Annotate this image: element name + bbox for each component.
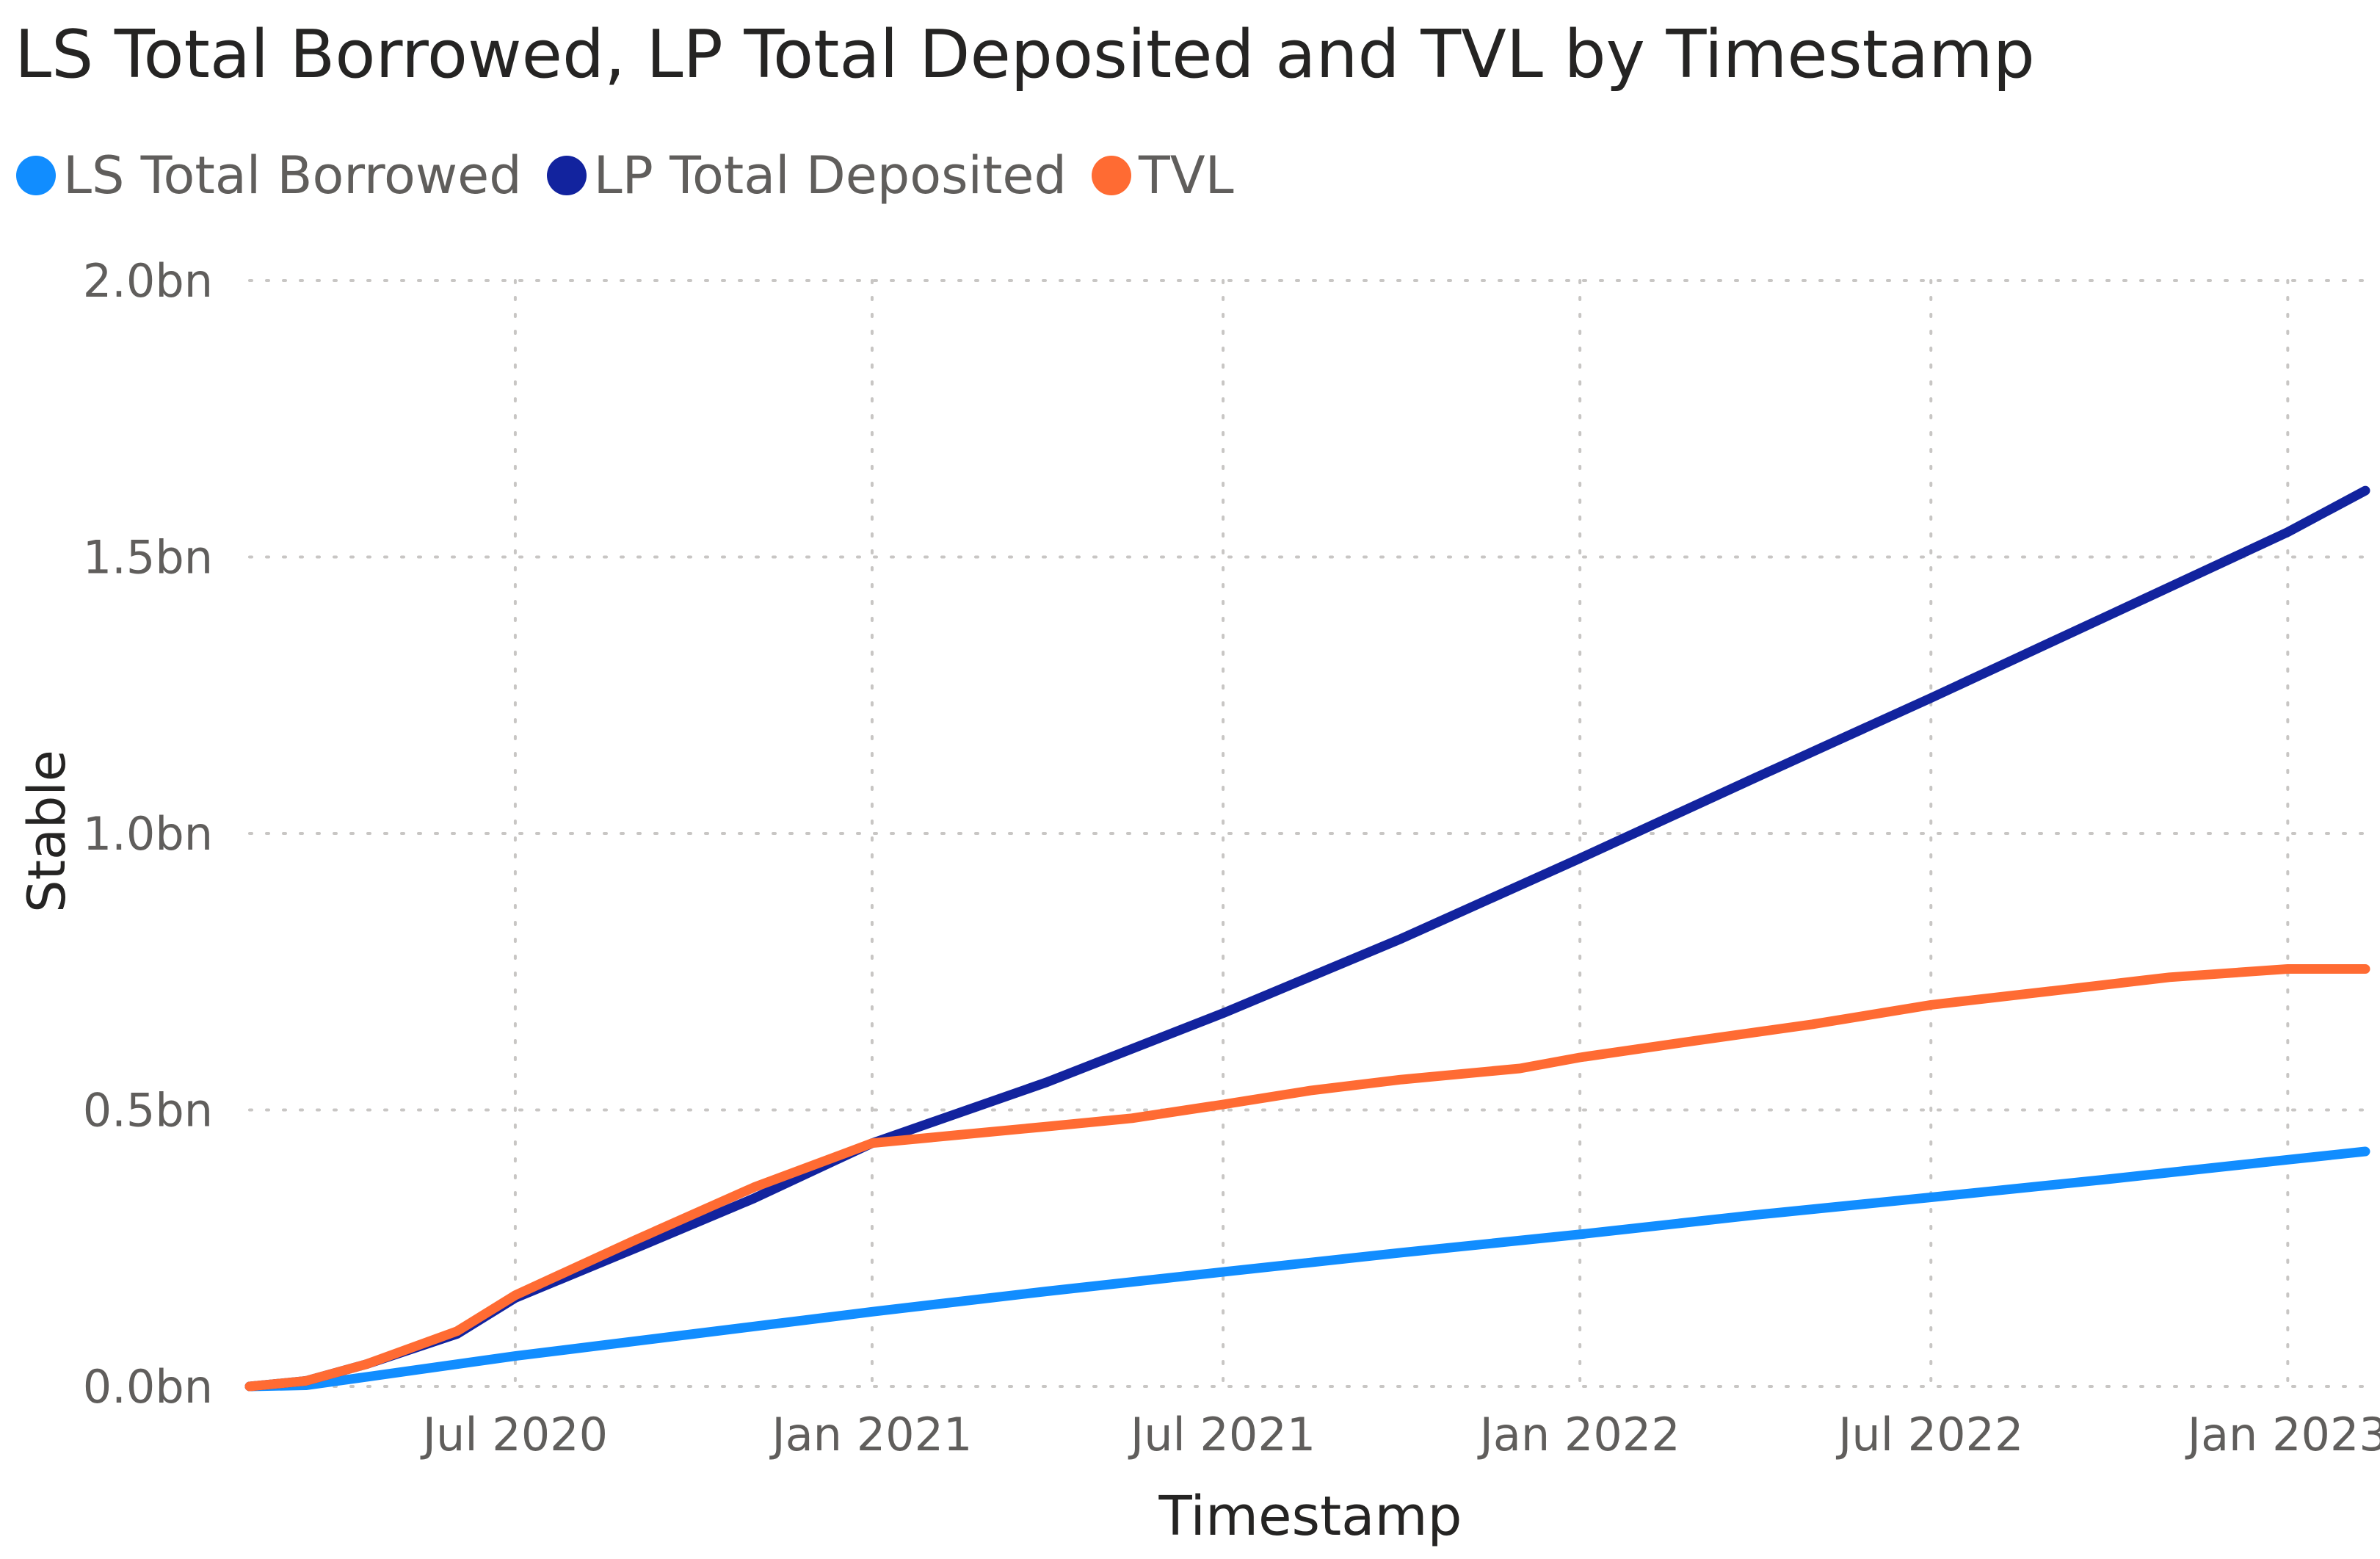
- legend-label-lp-total-deposited: LP Total Deposited: [593, 145, 1067, 206]
- x-tick-label: Jan 2021: [769, 1408, 972, 1461]
- x-axis-ticks: Jul 2020 Jan 2021 Jul 2021 Jan 2022 Jul 2022…: [420, 1408, 2380, 1461]
- legend-label-ls-total-borrowed: LS Total Borrowed: [63, 145, 522, 206]
- y-axis-ticks: 0.0bn 0.5bn 1.0bn 1.5bn 2.0bn: [83, 254, 213, 1414]
- x-tick-label: Jul 2022: [1835, 1408, 2023, 1461]
- legend-label-tvl: TVL: [1138, 145, 1234, 206]
- y-tick-label: 0.0bn: [83, 1360, 213, 1414]
- gridlines: [248, 279, 2367, 1388]
- y-tick-label: 2.0bn: [83, 254, 213, 308]
- x-tick-label: Jan 2022: [1477, 1408, 1680, 1461]
- series-lines: [244, 485, 2370, 1392]
- series-line-lp-total-deposited[interactable]: [244, 485, 2370, 1392]
- legend-swatch-tvl: [1091, 156, 1131, 195]
- x-tick-label: Jul 2021: [1128, 1408, 1316, 1461]
- legend-swatch-ls-total-borrowed: [16, 156, 56, 195]
- y-tick-label: 0.5bn: [83, 1084, 213, 1137]
- chart-title: LS Total Borrowed, LP Total Deposited an…: [15, 16, 2035, 93]
- legend-item-ls-total-borrowed[interactable]: LS Total Borrowed: [16, 145, 522, 206]
- legend-item-lp-total-deposited[interactable]: LP Total Deposited: [546, 145, 1067, 206]
- y-tick-label: 1.5bn: [83, 531, 213, 585]
- x-tick-label: Jul 2020: [420, 1408, 608, 1461]
- y-axis-title: Stable: [17, 750, 77, 913]
- y-tick-label: 1.0bn: [83, 807, 213, 861]
- legend-item-tvl[interactable]: TVL: [1091, 145, 1234, 206]
- legend: LS Total Borrowed LP Total Deposited TVL: [16, 145, 1259, 206]
- series-line-ls-total-borrowed[interactable]: [244, 1146, 2370, 1392]
- x-tick-label: Jan 2023: [2185, 1408, 2380, 1461]
- legend-swatch-lp-total-deposited: [546, 156, 587, 195]
- x-axis-title: Timestamp: [1158, 1485, 1462, 1548]
- series-line-tvl[interactable]: [244, 964, 2370, 1392]
